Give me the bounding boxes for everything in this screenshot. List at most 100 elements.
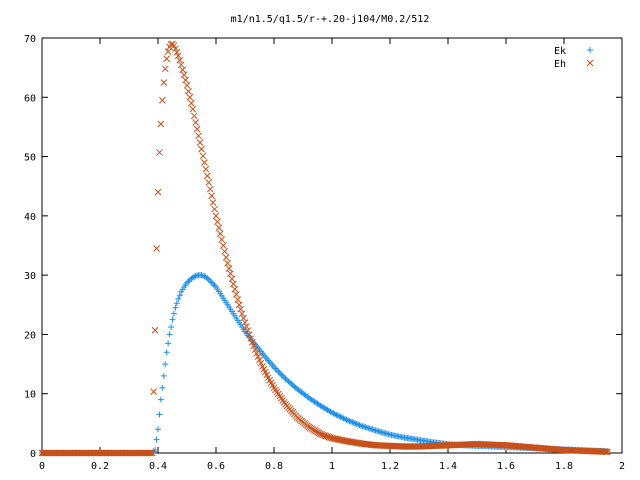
data-point [222,254,230,261]
data-point [182,76,189,84]
data-point [285,378,292,385]
data-point [153,245,160,252]
data-point [180,71,188,79]
data-point [207,278,214,285]
legend-marker [587,47,593,53]
data-point [214,218,221,226]
legend-label: Ek [554,46,566,57]
data-point [183,82,191,89]
y-tick-label: 60 [24,93,36,104]
data-point [184,279,190,286]
data-point [187,99,195,107]
data-point [330,410,337,417]
data-point [221,248,229,255]
data-point [148,449,156,457]
data-point [157,396,164,403]
data-point [156,149,163,156]
data-point [271,364,277,371]
legend: Ek Eh [554,46,594,70]
data-point [349,419,356,426]
data-point [174,52,182,60]
data-point [204,275,211,282]
data-point [329,409,335,416]
data-point [284,377,291,384]
data-point [176,292,183,299]
data-point [199,152,207,160]
data-point [232,291,240,298]
data-point [208,279,215,286]
data-point [286,379,293,386]
plot-frame [41,37,623,454]
data-point [173,48,181,56]
data-point [160,372,167,379]
data-point [163,55,171,63]
data-point [225,265,233,272]
data-point [155,426,161,433]
data-point [230,280,237,288]
data-point [189,105,197,113]
data-point [172,304,179,311]
data-point [601,448,608,456]
data-point [343,416,350,423]
data-point [191,273,198,280]
data-point [150,388,158,395]
y-tick-label: 30 [24,271,36,282]
data-point [202,165,210,173]
x-tick-label: 1 [329,461,335,472]
y-tick-label: 70 [24,34,36,45]
data-point [163,349,170,356]
legend-label: Eh [554,59,566,70]
data-point [278,371,285,378]
x-tick-label: 0.8 [265,461,283,472]
data-point [352,420,359,427]
data-point [244,327,252,334]
data-point [157,120,165,128]
y-tick-label: 0 [30,449,36,460]
data-point [156,411,163,418]
data-point [198,145,205,153]
data-point [256,356,263,364]
data-point [186,93,194,101]
data-point [604,448,611,456]
data-point [240,314,247,322]
data-point [176,56,184,64]
data-point [199,272,206,279]
data-point [145,449,153,457]
data-point [289,382,296,389]
data-point [344,417,351,424]
y-tick-label: 20 [24,330,36,341]
x-tick-label: 1.4 [439,461,457,472]
data-point [215,224,223,232]
data-point [333,411,340,418]
data-point [209,199,217,206]
data-point [235,301,243,309]
x-tick-label: 0 [39,461,45,472]
data-point [275,368,282,375]
data-point [273,367,280,373]
x-tick-label: 1.2 [381,461,399,472]
data-point [248,338,256,346]
y-tick-label: 50 [24,153,36,164]
data-point [243,323,250,330]
data-point [231,285,239,293]
series-layer [38,40,611,457]
chart-title: m1/n1.5/q1.5/r-+.20-j104/M0.2/512 [231,14,430,25]
y-tick-label: 40 [24,212,36,223]
data-point [179,66,187,74]
data-point [340,415,347,422]
data-point [170,310,177,317]
data-point [219,242,227,249]
data-point [281,374,288,381]
data-point [168,324,175,331]
data-point [190,112,198,120]
x-tick-label: 2 [619,461,625,472]
data-point [216,230,224,237]
data-point [282,375,289,382]
data-point [196,139,204,146]
data-point [356,422,363,429]
x-tick-label: 0.2 [91,461,109,472]
x-tick-label: 1.8 [555,461,573,472]
data-point [279,372,286,379]
data-point [346,417,353,424]
